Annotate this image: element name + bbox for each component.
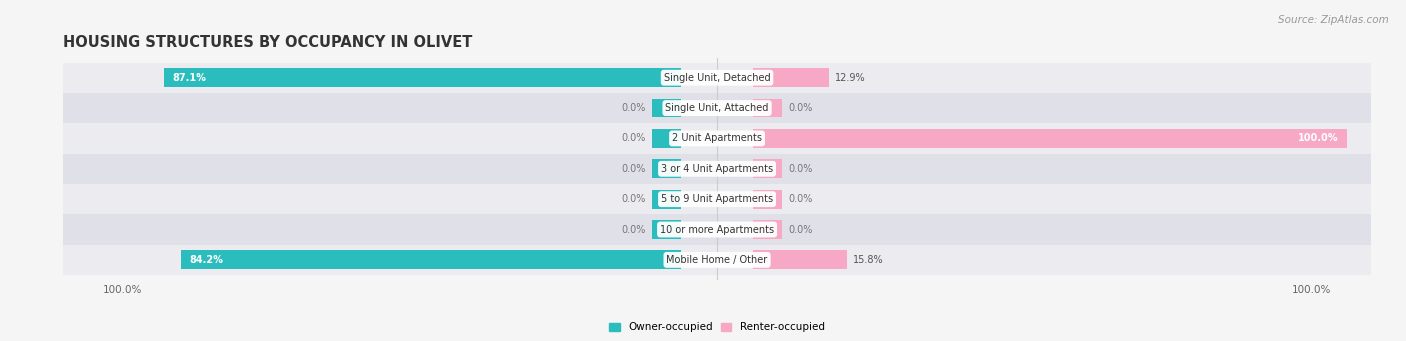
Text: 0.0%: 0.0% — [621, 224, 645, 235]
Text: Mobile Home / Other: Mobile Home / Other — [666, 255, 768, 265]
Text: 0.0%: 0.0% — [621, 194, 645, 204]
Text: 0.0%: 0.0% — [621, 133, 645, 144]
Bar — [63, 123, 1371, 153]
Bar — [752, 190, 782, 209]
Legend: Owner-occupied, Renter-occupied: Owner-occupied, Renter-occupied — [605, 318, 830, 337]
Bar — [752, 159, 782, 178]
Bar — [752, 251, 846, 269]
Bar — [651, 159, 682, 178]
Bar — [752, 68, 830, 87]
Bar — [63, 153, 1371, 184]
Text: 84.2%: 84.2% — [190, 255, 224, 265]
Bar — [63, 93, 1371, 123]
Text: 3 or 4 Unit Apartments: 3 or 4 Unit Apartments — [661, 164, 773, 174]
Bar — [651, 99, 682, 118]
Text: HOUSING STRUCTURES BY OCCUPANCY IN OLIVET: HOUSING STRUCTURES BY OCCUPANCY IN OLIVE… — [63, 35, 472, 50]
Bar — [752, 99, 782, 118]
Bar — [651, 190, 682, 209]
Text: Source: ZipAtlas.com: Source: ZipAtlas.com — [1278, 15, 1389, 25]
Text: 0.0%: 0.0% — [789, 164, 813, 174]
Text: 0.0%: 0.0% — [789, 224, 813, 235]
Text: 5 to 9 Unit Apartments: 5 to 9 Unit Apartments — [661, 194, 773, 204]
Bar — [651, 129, 682, 148]
Text: 87.1%: 87.1% — [173, 73, 207, 83]
Text: 0.0%: 0.0% — [621, 164, 645, 174]
Text: 12.9%: 12.9% — [835, 73, 866, 83]
Bar — [63, 62, 1371, 93]
Bar — [752, 129, 1347, 148]
Bar — [63, 214, 1371, 245]
Text: 15.8%: 15.8% — [852, 255, 883, 265]
Bar — [651, 220, 682, 239]
Bar — [752, 220, 782, 239]
Bar — [163, 68, 682, 87]
Text: 100.0%: 100.0% — [1298, 133, 1339, 144]
Text: 0.0%: 0.0% — [789, 103, 813, 113]
Text: Single Unit, Detached: Single Unit, Detached — [664, 73, 770, 83]
Text: 0.0%: 0.0% — [789, 194, 813, 204]
Text: 0.0%: 0.0% — [621, 103, 645, 113]
Text: 10 or more Apartments: 10 or more Apartments — [659, 224, 775, 235]
Bar — [63, 245, 1371, 275]
Bar — [181, 251, 682, 269]
Bar — [63, 184, 1371, 214]
Text: 2 Unit Apartments: 2 Unit Apartments — [672, 133, 762, 144]
Text: Single Unit, Attached: Single Unit, Attached — [665, 103, 769, 113]
